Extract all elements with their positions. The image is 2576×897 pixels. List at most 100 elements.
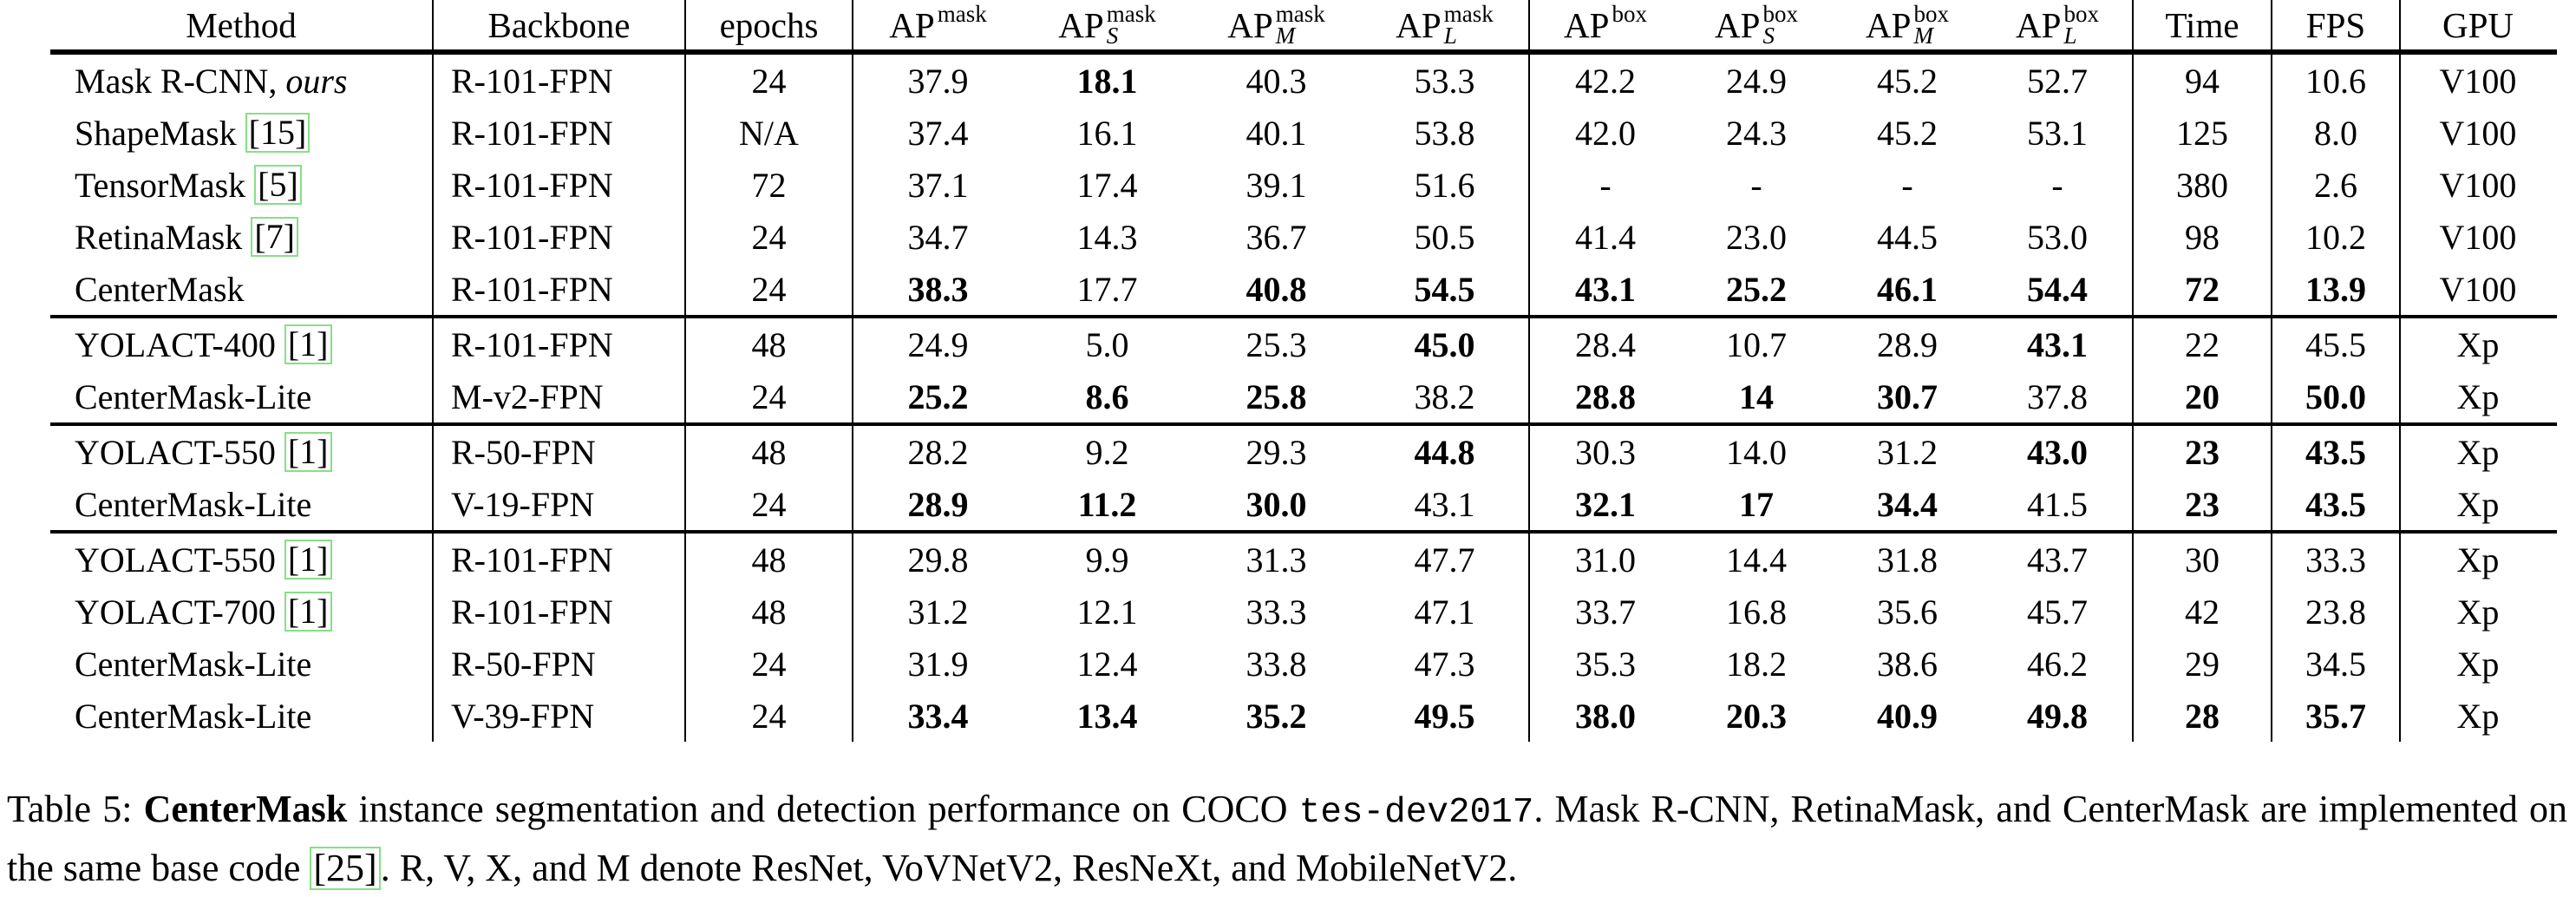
cell-ap-s-box: 10.7 [1726,324,1787,364]
citation-link[interactable]: [1] [284,540,332,579]
caption-text-3: . R, V, X, and M denote ResNet, VoVNetV2… [380,847,1518,889]
cell-ap-s-mask: 13.4 [1076,696,1138,736]
cell-epochs: 24 [686,638,853,690]
cell-ap-l-box: 54.4 [1983,263,2134,315]
ap-metric-label: AP mask M [1227,0,1325,49]
citation-link[interactable]: [1] [284,432,332,472]
cell-method: ShapeMask [15] [50,107,434,159]
cell-gpu: V100 [2439,165,2517,205]
cell-ap-s-box: 14.0 [1726,432,1787,472]
caption-dataset-name: tes-dev2017 [1298,793,1534,833]
cell-backbone: R-101-FPN [434,107,686,159]
table-header-row: Method Backbone epochs AP mask AP mask S AP mask M… [50,0,2557,55]
cell-fps: 43.5 [2272,426,2401,478]
cell-backbone: R-101-FPN [434,586,686,638]
cell-method: CenterMask [50,263,434,315]
cell-gpu: Xp [2456,484,2500,524]
caption-citation-link[interactable]: [25] [310,847,381,890]
cell-ap-mask: 37.9 [907,61,969,101]
cell-ap-l-mask: 38.2 [1361,370,1530,422]
cell-ap-m-box: 30.7 [1877,376,1938,416]
cell-gpu: Xp [2456,696,2500,736]
ap-metric-label: AP mask S [1058,0,1156,49]
cell-method: CenterMask-Lite [50,370,434,422]
cell-fps: 23.8 [2272,586,2401,638]
cell-backbone: V-39-FPN [434,690,686,742]
cell-time: 23 [2134,426,2272,478]
cell-ap-mask: 38.3 [907,269,969,309]
method-name: Mask R-CNN, [75,61,278,101]
cell-gpu: Xp [2456,592,2500,632]
cell-backbone: R-101-FPN [434,263,686,315]
cell-ap-l-box: 52.7 [1983,55,2134,107]
citation-link[interactable]: [5] [254,165,302,205]
cell-ap-box: 38.0 [1575,696,1636,736]
cell-ap-box: 42.0 [1575,113,1636,153]
cell-ap-s-box: 16.8 [1726,592,1787,632]
cell-fps: 8.0 [2272,107,2401,159]
citation-link[interactable]: [7] [251,217,298,257]
cell-backbone: M-v2-FPN [434,370,686,422]
caption-label: Table 5: [7,788,133,830]
table-row: Mask R-CNN, ours R-101-FPN 24 37.9 18.1 40.3 5… [50,55,2557,107]
col-header-ap-s-mask: AP mask S [1023,0,1192,49]
cell-time: 72 [2134,263,2272,315]
cell-ap-l-box: 53.1 [1983,107,2134,159]
cell-epochs: 24 [686,690,853,742]
cell-ap-s-mask: 14.3 [1076,217,1138,257]
method-name: CenterMask-Lite [75,644,312,684]
cell-fps: 34.5 [2272,638,2401,690]
cell-ap-mask: 31.2 [907,592,969,632]
method-name: CenterMask-Lite [75,376,312,416]
cell-epochs: N/A [686,107,853,159]
cell-time: 98 [2134,211,2272,263]
col-header-ap-l-mask: AP mask L [1361,0,1530,49]
cell-ap-box: 43.1 [1575,269,1636,309]
cell-gpu: Xp [2456,644,2500,684]
cell-ap-s-mask: 9.2 [1085,432,1129,472]
table-caption: Table 5: CenterMask instance segmentatio… [7,782,2567,895]
cell-method: YOLACT-700 [1] [50,586,434,638]
method-name: YOLACT-550 [75,432,276,472]
cell-ap-m-mask: 35.2 [1246,696,1307,736]
cell-ap-m-mask: 40.8 [1246,269,1307,309]
cell-method: YOLACT-400 [1] [50,318,434,370]
cell-fps: 2.6 [2272,159,2401,211]
cell-ap-m-box: 28.9 [1877,324,1938,364]
method-name: TensorMask [75,165,246,205]
cell-fps: 50.0 [2272,370,2401,422]
cell-ap-l-mask: 54.5 [1361,263,1530,315]
cell-method: CenterMask-Lite [50,478,434,530]
col-header-ap-box: AP box [1530,0,1681,49]
cell-fps: 10.6 [2272,55,2401,107]
cell-ap-l-box: 46.2 [1983,638,2134,690]
cell-ap-l-box: 37.8 [1983,370,2134,422]
cell-ap-s-mask: 12.1 [1076,592,1138,632]
cell-backbone: R-50-FPN [434,638,686,690]
cell-time: 22 [2134,318,2272,370]
ap-metric-label: AP mask [889,0,987,45]
table-row: CenterMask-Lite R-50-FPN 24 31.9 12.4 33.8 47.… [50,638,2557,690]
cell-ap-box: 28.4 [1575,324,1636,364]
cell-ap-m-box: 45.2 [1877,61,1938,101]
cell-ap-m-mask: 25.8 [1246,376,1307,416]
citation-link[interactable]: [15] [245,113,311,153]
table-row: CenterMask R-101-FPN 24 38.3 17.7 40.8 54.5 43.… [50,263,2557,315]
cell-ap-s-box: 14 [1739,376,1774,416]
citation-link[interactable]: [1] [284,324,332,364]
cell-ap-s-mask: 16.1 [1076,113,1138,153]
cell-backbone: R-50-FPN [434,426,686,478]
table-row: RetinaMask [7] R-101-FPN 24 34.7 14.3 36.7 50.5… [50,211,2557,263]
cell-gpu: V100 [2439,113,2517,153]
cell-ap-mask: 37.4 [907,113,969,153]
cell-ap-m-mask: 33.8 [1246,644,1307,684]
cell-ap-l-mask: 45.0 [1361,318,1530,370]
cell-ap-box: 35.3 [1575,644,1636,684]
citation-link[interactable]: [1] [284,592,332,632]
col-header-backbone: Backbone [434,0,686,49]
cell-ap-l-mask: 47.7 [1361,534,1530,586]
cell-ap-mask: 31.9 [907,644,969,684]
table-row: YOLACT-400 [1] R-101-FPN 48 24.9 5.0 25.3 45.0 2… [50,318,2557,370]
cell-ap-box: 42.2 [1575,61,1636,101]
